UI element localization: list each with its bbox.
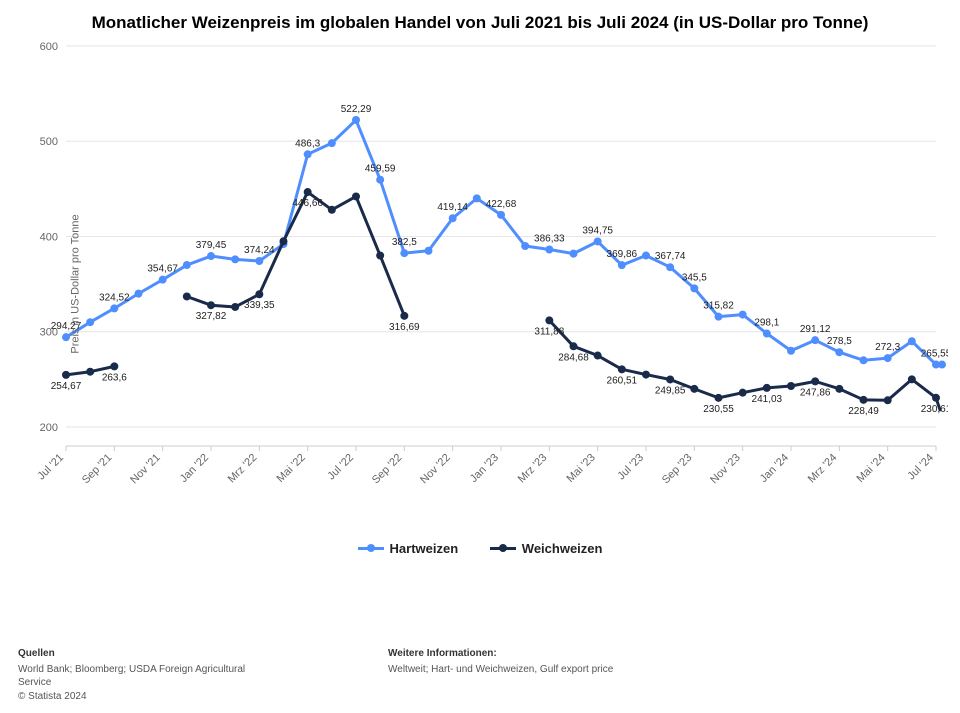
svg-text:311,88: 311,88 [534, 326, 564, 337]
svg-text:263,6: 263,6 [102, 372, 127, 383]
svg-text:260,51: 260,51 [607, 375, 638, 386]
svg-text:522,29: 522,29 [341, 104, 372, 115]
info-header: Weitere Informationen: [388, 647, 613, 661]
svg-text:298,1: 298,1 [754, 318, 779, 329]
svg-text:247,86: 247,86 [800, 387, 831, 398]
svg-text:Mrz '22: Mrz '22 [226, 452, 260, 486]
legend: Hartweizen Weichweizen [0, 528, 960, 562]
svg-text:Nov '23: Nov '23 [708, 452, 743, 487]
svg-text:230,55: 230,55 [703, 404, 734, 415]
svg-text:265,55: 265,55 [921, 349, 948, 360]
legend-item-hartweizen: Hartweizen [358, 541, 459, 556]
svg-text:284,68: 284,68 [558, 352, 589, 363]
svg-text:Nov '22: Nov '22 [418, 452, 453, 487]
svg-text:272,3: 272,3 [875, 342, 900, 353]
svg-text:Jul '22: Jul '22 [325, 452, 356, 483]
chart-title: Monatlicher Weizenpreis im globalen Hand… [0, 0, 960, 40]
svg-text:315,82: 315,82 [703, 301, 734, 312]
svg-text:600: 600 [40, 41, 58, 53]
svg-text:Jul '23: Jul '23 [615, 452, 646, 483]
svg-text:Sep '22: Sep '22 [370, 452, 405, 487]
svg-text:249,85: 249,85 [655, 386, 686, 397]
svg-text:Mai '23: Mai '23 [564, 452, 597, 485]
svg-text:486,3: 486,3 [295, 138, 320, 149]
svg-text:316,69: 316,69 [389, 322, 420, 333]
svg-text:Jan '23: Jan '23 [468, 452, 501, 485]
svg-text:Jan '22: Jan '22 [178, 452, 211, 485]
copyright-text: © Statista 2024 [18, 690, 278, 704]
svg-text:354,67: 354,67 [147, 264, 178, 275]
svg-text:324,52: 324,52 [99, 292, 130, 303]
svg-text:400: 400 [40, 232, 58, 244]
svg-text:228,49: 228,49 [848, 406, 879, 417]
legend-label: Weichweizen [522, 541, 603, 556]
svg-text:394,75: 394,75 [582, 226, 613, 237]
svg-text:422,68: 422,68 [486, 199, 517, 210]
svg-text:241,03: 241,03 [752, 394, 783, 405]
svg-text:374,24: 374,24 [244, 245, 275, 256]
svg-text:327,82: 327,82 [196, 311, 227, 322]
svg-text:230,61: 230,61 [921, 404, 948, 415]
info-text: Weltweit; Hart- und Weichweizen, Gulf ex… [388, 663, 613, 677]
svg-text:254,67: 254,67 [51, 381, 82, 392]
svg-text:Sep '23: Sep '23 [660, 452, 695, 487]
svg-text:Jul '24: Jul '24 [905, 452, 936, 483]
svg-text:Nov '21: Nov '21 [128, 452, 163, 487]
svg-text:Jul '21: Jul '21 [35, 452, 66, 483]
sources-block: Quellen World Bank; Bloomberg; USDA Fore… [18, 647, 278, 703]
svg-text:291,12: 291,12 [800, 324, 831, 335]
legend-item-weichweizen: Weichweizen [490, 541, 603, 556]
svg-text:367,74: 367,74 [655, 251, 686, 262]
svg-text:369,86: 369,86 [607, 249, 638, 260]
svg-text:200: 200 [40, 422, 58, 434]
svg-text:Mai '24: Mai '24 [854, 452, 887, 485]
svg-text:Sep '21: Sep '21 [80, 452, 115, 487]
chart-footer: Quellen World Bank; Bloomberg; USDA Fore… [18, 647, 942, 703]
svg-text:345,5: 345,5 [682, 272, 707, 283]
svg-text:379,45: 379,45 [196, 240, 227, 251]
svg-text:386,33: 386,33 [534, 234, 565, 245]
chart-container: Preis in US-Dollar pro Tonne 20030040050… [12, 40, 948, 528]
svg-text:419,14: 419,14 [437, 202, 468, 213]
y-axis-label: Preis in US-Dollar pro Tonne [70, 214, 82, 353]
svg-text:446,66: 446,66 [292, 198, 323, 209]
line-chart: 200300400500600Jul '21Sep '21Nov '21Jan … [12, 40, 948, 528]
svg-text:339,35: 339,35 [244, 300, 275, 311]
svg-text:278,5: 278,5 [827, 336, 852, 347]
svg-text:Mai '22: Mai '22 [274, 452, 307, 485]
svg-text:Jan '24: Jan '24 [758, 452, 791, 485]
svg-text:500: 500 [40, 136, 58, 148]
sources-header: Quellen [18, 647, 278, 661]
legend-label: Hartweizen [390, 541, 459, 556]
svg-text:Mrz '23: Mrz '23 [516, 452, 550, 486]
svg-text:459,59: 459,59 [365, 164, 396, 175]
info-block: Weitere Informationen: Weltweit; Hart- u… [388, 647, 613, 703]
svg-text:382,5: 382,5 [392, 237, 417, 248]
sources-text: World Bank; Bloomberg; USDA Foreign Agri… [18, 663, 278, 690]
svg-text:Mrz '24: Mrz '24 [806, 452, 840, 486]
